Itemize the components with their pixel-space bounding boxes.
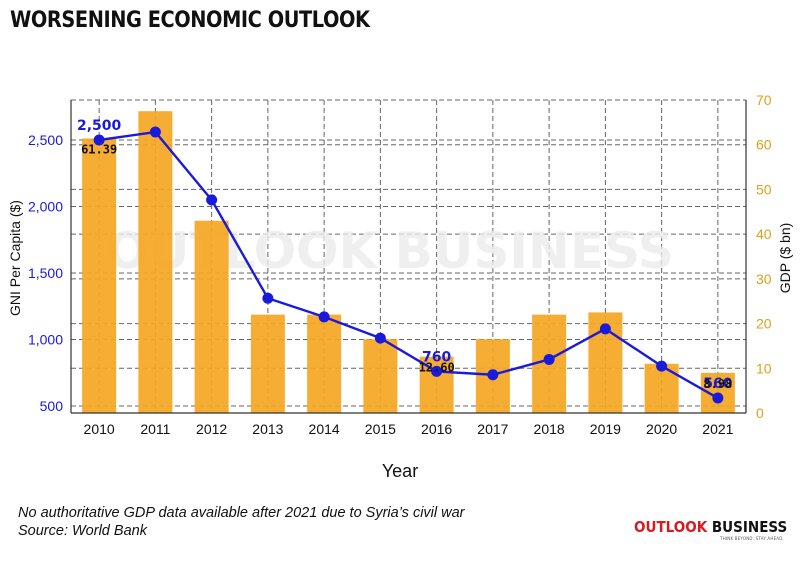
gni-point-2012: [206, 194, 218, 206]
gdp-bar-2011: [138, 111, 173, 413]
y-left-tick-2500: 2,500: [28, 132, 63, 148]
gni-point-2010: [93, 134, 105, 146]
y-right-tick-20: 20: [756, 316, 772, 332]
x-tick-2011: 2011: [140, 421, 170, 437]
y-left-axis-title: GNI Per Capita ($): [7, 200, 23, 316]
source-text: Source: World Bank: [18, 523, 147, 539]
gni-label-2016: 760: [422, 349, 451, 365]
brand-logo: OUTLOOK BUSINESS THINK BEYOND. STAY AHEA…: [634, 518, 787, 541]
x-tick-2021: 2021: [702, 421, 733, 437]
gdp-bar-2014: [307, 314, 342, 413]
chart: OUTLOOK BUSINESS 2,500 760 560 61.39 12.60 8.…: [7, 92, 793, 481]
y-right-tick-30: 30: [756, 271, 772, 287]
y-right-axis-title: GDP ($ bn): [777, 223, 793, 294]
chart-title: WORSENING ECONOMIC OUTLOOK: [10, 8, 370, 33]
y-left-tick-500: 500: [40, 398, 64, 414]
brand-tagline: THINK BEYOND. STAY AHEAD.: [720, 536, 784, 541]
gni-point-2017: [487, 369, 499, 381]
data-labels: 2,500 760 560 61.39 12.60 8.98: [77, 118, 733, 392]
x-tick-2020: 2020: [646, 421, 677, 437]
gni-line-path: [98, 130, 719, 400]
x-tick-2014: 2014: [309, 421, 340, 437]
brand-name-business: BUSINESS: [707, 518, 788, 536]
gni-label-2010: 2,500: [77, 118, 122, 134]
x-tick-2015: 2015: [365, 421, 396, 437]
x-tick-2017: 2017: [477, 421, 508, 437]
y-right-tick-60: 60: [756, 137, 772, 153]
x-axis-title: Year: [382, 461, 418, 481]
gdp-label-2021: 8.98: [703, 377, 732, 391]
gdp-bar-2013: [250, 314, 285, 413]
gni-point-2013: [262, 292, 274, 304]
gni-point-2015: [374, 332, 386, 344]
x-tick-2016: 2016: [421, 421, 452, 437]
y-right-tick-0: 0: [756, 405, 764, 421]
x-tick-2019: 2019: [590, 421, 621, 437]
footnote: No authoritative GDP data available afte…: [18, 504, 465, 540]
axes: [70, 100, 747, 414]
x-tick-2012: 2012: [196, 421, 227, 437]
y-right-tick-70: 70: [756, 92, 772, 108]
gni-point-2018: [543, 353, 555, 365]
brand-name-outlook: OUTLOOK: [634, 518, 708, 536]
y-left-tick-1000: 1,000: [28, 332, 63, 348]
x-tick-2010: 2010: [84, 421, 115, 437]
gni-label-2021: 560: [703, 376, 732, 392]
gni-point-2011: [149, 126, 161, 138]
brand-name: OUTLOOK BUSINESS: [634, 518, 787, 536]
gni-point-2016: [431, 365, 443, 377]
gdp-label-2010: 61.39: [81, 142, 117, 156]
gni-point-2020: [656, 360, 668, 372]
gni-point-2019: [599, 323, 611, 335]
horizontal-grid: [71, 99, 746, 414]
gdp-bar-2015: [363, 339, 398, 413]
y-left-tick-2000: 2,000: [28, 199, 63, 215]
gni-point-2014: [318, 311, 330, 323]
y-left-tick-1500: 1,500: [28, 265, 63, 281]
y-right-tick-40: 40: [756, 226, 772, 242]
watermark-text: OUTLOOK BUSINESS: [106, 222, 674, 280]
footnote-text: No authoritative GDP data available afte…: [18, 505, 465, 521]
gni-point-2021: [712, 392, 724, 404]
tick-labels: 2010 2011 2012 2013 2014 2015 2016 2017 2018 2019…: [7, 92, 793, 481]
y-right-tick-50: 50: [756, 181, 772, 197]
gdp-label-2016: 12.60: [419, 361, 455, 375]
y-right-tick-10: 10: [756, 360, 772, 376]
x-tick-2018: 2018: [534, 421, 565, 437]
x-tick-2013: 2013: [252, 421, 283, 437]
gdp-bar-2012: [194, 220, 229, 413]
gni-line: [93, 126, 724, 404]
gdp-bar-2010: [82, 138, 117, 413]
